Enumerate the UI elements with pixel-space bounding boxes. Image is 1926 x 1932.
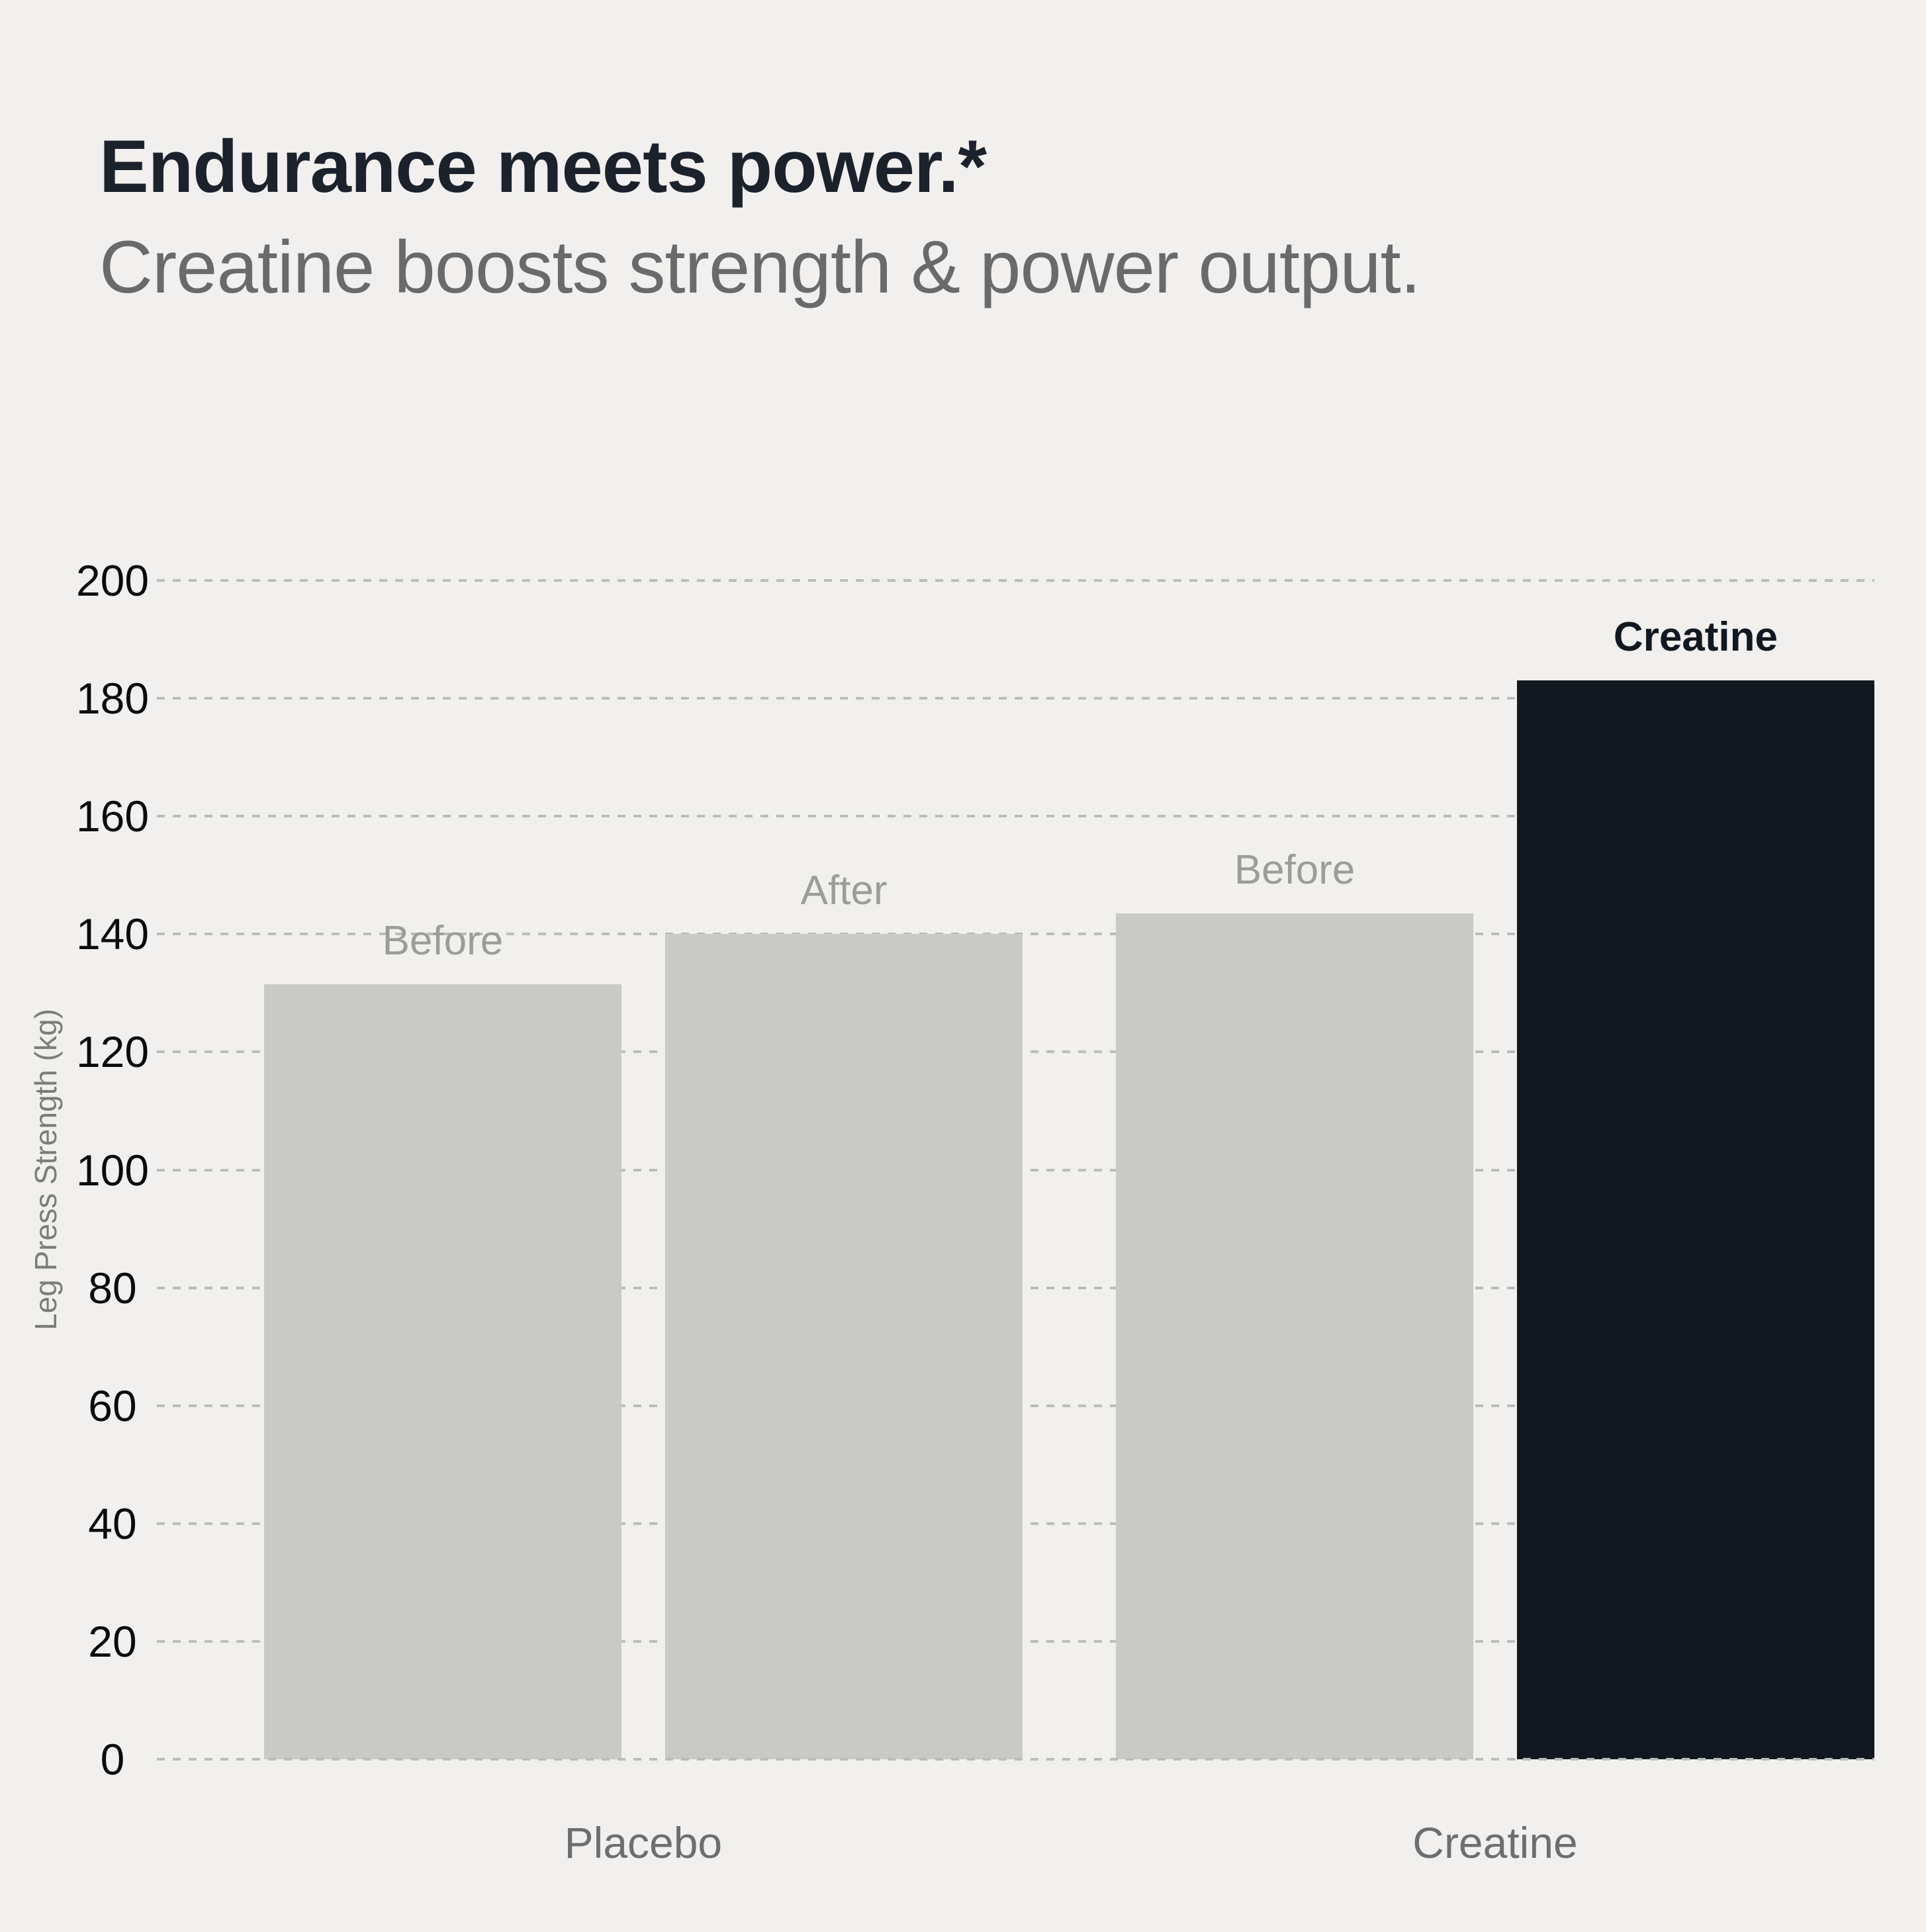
page-subtitle: Creatine boosts strength & power output. (99, 226, 1421, 308)
gridline (157, 815, 1874, 818)
y-axis-title: Leg Press Strength (kg) (28, 1009, 63, 1330)
y-tick-label: 160 (75, 792, 150, 841)
bar-placebo-after (665, 934, 1023, 1759)
bar-label: Before (1234, 847, 1355, 894)
bar-placebo-before (263, 984, 621, 1759)
bar-label: Before (382, 918, 504, 964)
y-tick-label: 80 (88, 1263, 137, 1312)
x-axis-group-label-placebo: Placebo (564, 1818, 723, 1867)
gridline (157, 697, 1874, 700)
bar-label: Creatine (1613, 614, 1778, 661)
bar-creatine-creatine (1516, 680, 1874, 1759)
y-tick-label: 0 (100, 1735, 125, 1784)
y-tick-label: 60 (88, 1381, 137, 1430)
x-axis-group-label-creatine: Creatine (1412, 1818, 1578, 1867)
baseline-gridline (157, 1758, 1874, 1761)
y-tick-label: 200 (75, 556, 150, 605)
plot-area: 0 20 40 60 80 100 120 140 160 180 200 Before After Be… (76, 556, 1874, 1867)
y-tick-label: 180 (75, 674, 150, 723)
bar-creatine-before (1116, 913, 1474, 1759)
y-tick-label: 120 (75, 1027, 150, 1077)
y-tick-label: 100 (75, 1145, 150, 1195)
gridline (157, 579, 1874, 582)
y-tick-label: 140 (75, 909, 150, 959)
bar-label: After (800, 868, 888, 914)
page-title: Endurance meets power.* (99, 125, 987, 208)
y-tick-label: 20 (88, 1616, 137, 1666)
y-tick-label: 40 (88, 1498, 137, 1548)
